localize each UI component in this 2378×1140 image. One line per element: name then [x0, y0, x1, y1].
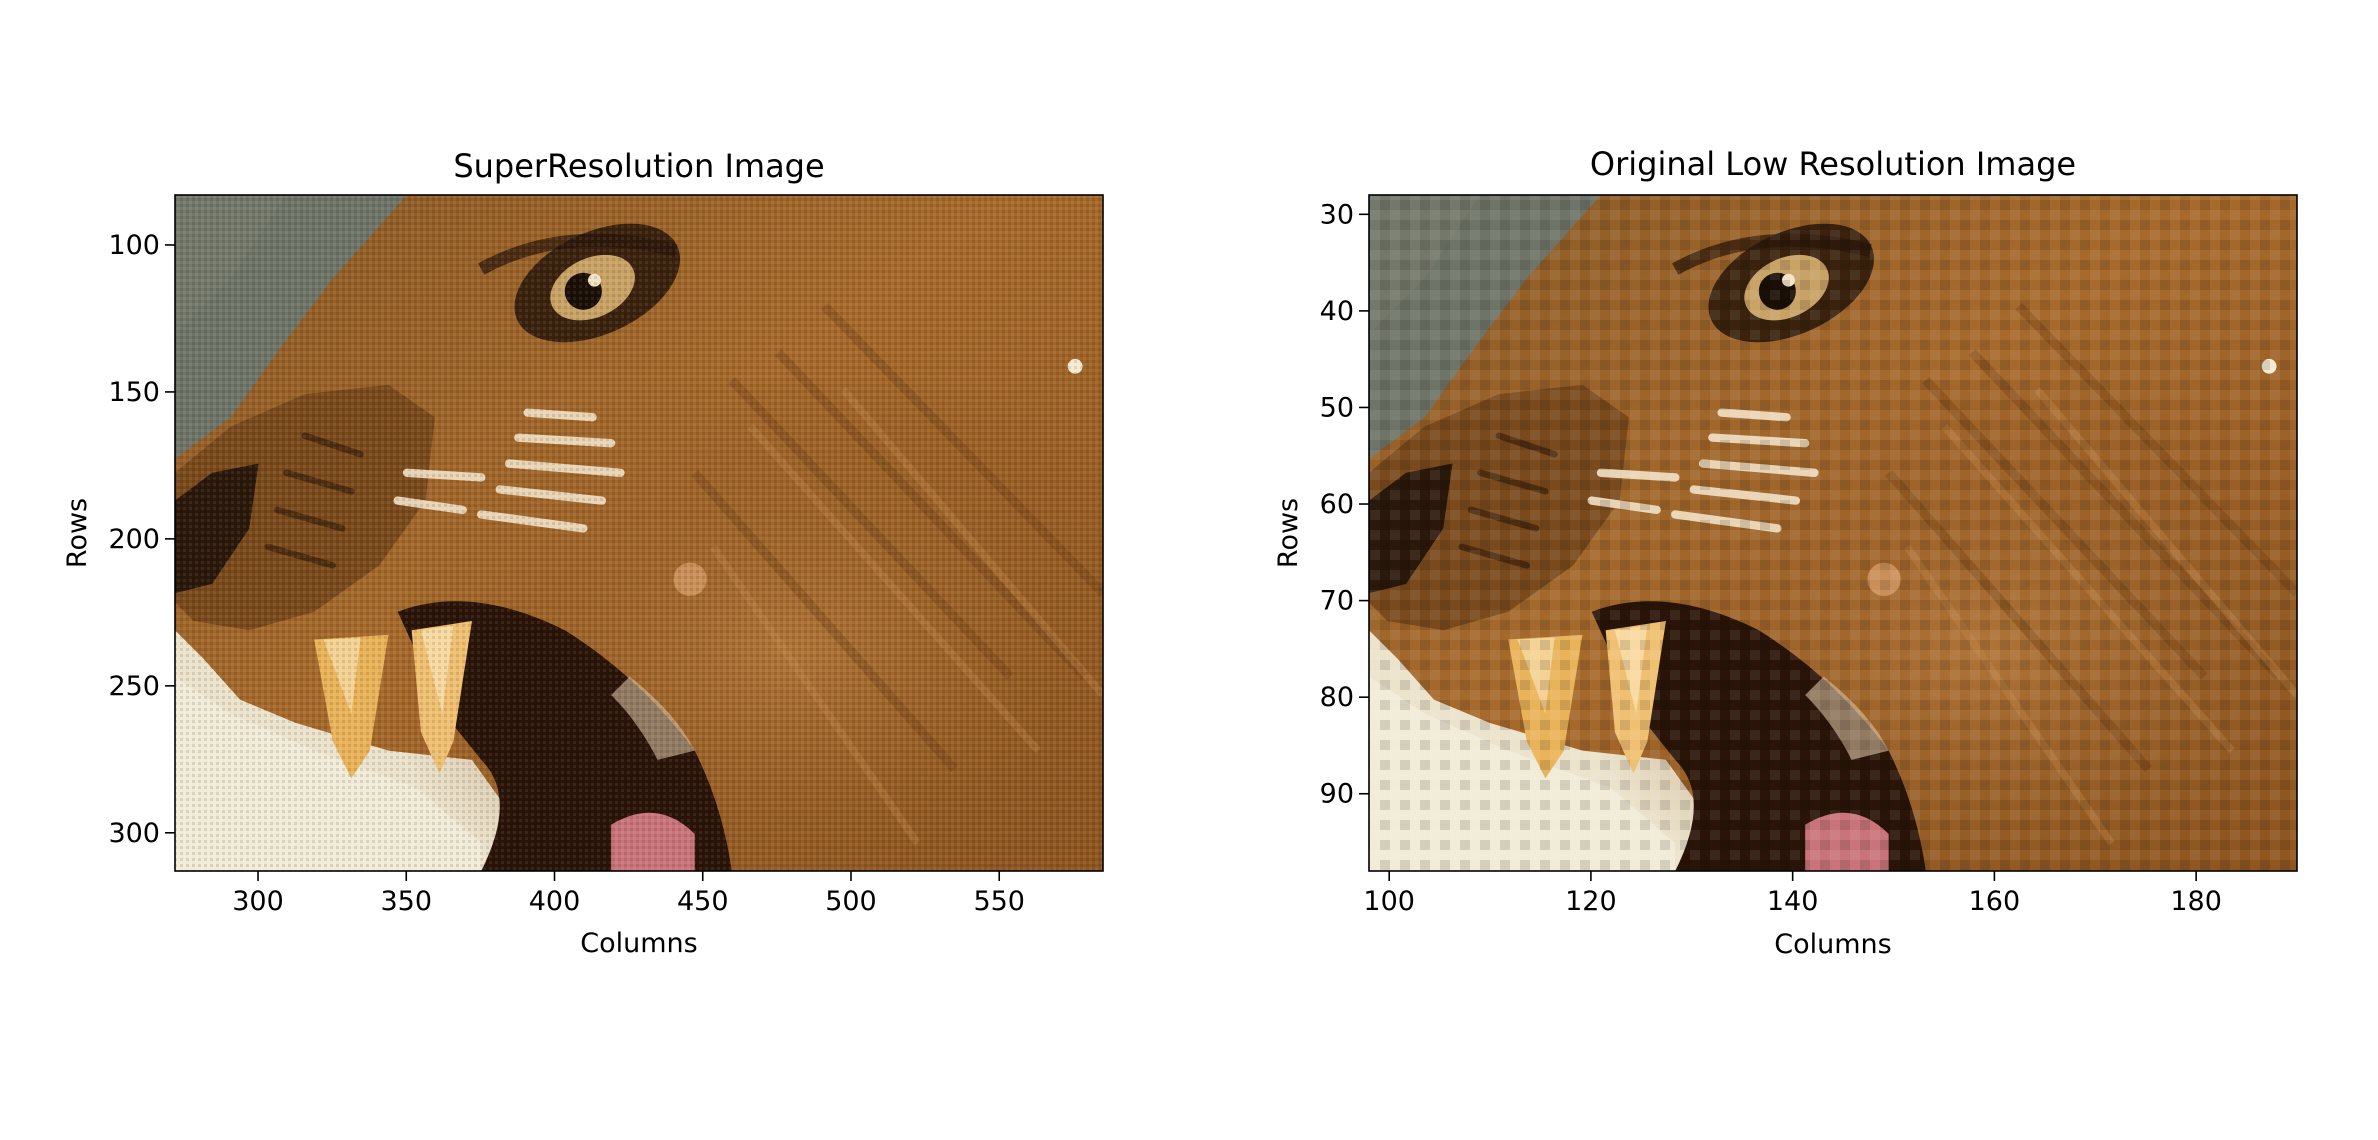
superresolution-x-tick-label: 500: [825, 886, 877, 917]
low-resolution-x-tick-label: 180: [2170, 886, 2222, 917]
low-resolution-x-tick-label: 140: [1767, 886, 1819, 917]
superresolution-y-tick-label: 250: [108, 671, 160, 702]
low-resolution-y-tick-label: 50: [1320, 392, 1354, 423]
superresolution-y-tick-label: 300: [108, 818, 160, 849]
low-resolution-y-label: Rows: [1273, 498, 1304, 568]
superresolution-y-tick-label: 200: [108, 524, 160, 555]
low-resolution-image: [1369, 195, 2297, 871]
low-resolution-x-tick-label: 120: [1565, 886, 1617, 917]
low-resolution-x-label: Columns: [1774, 929, 1891, 960]
low-resolution-y-tick-label: 30: [1320, 199, 1354, 230]
superresolution-x-tick-label: 550: [973, 886, 1025, 917]
low-resolution-y-ticks: 30 40 50 60 70 80 90: [1320, 199, 1369, 810]
superresolution-x-tick-label: 350: [380, 886, 432, 917]
superresolution-x-tick-label: 300: [232, 886, 284, 917]
low-resolution-y-tick-label: 80: [1320, 682, 1354, 713]
superresolution-y-label: Rows: [62, 498, 93, 568]
low-resolution-y-tick-label: 40: [1320, 296, 1354, 327]
superresolution-y-tick-label: 100: [108, 230, 160, 261]
low-resolution-panel: Original Low Resolution Image 100 120 140 1…: [1273, 145, 2298, 960]
superresolution-x-tick-label: 400: [529, 886, 581, 917]
low-resolution-x-tick-label: 100: [1363, 886, 1415, 917]
superresolution-axes-frame: [174, 194, 1104, 872]
superresolution-title: SuperResolution Image: [453, 147, 824, 185]
superresolution-panel: SuperResolution Image 300 350 400 450 500 550…: [62, 147, 1104, 959]
superresolution-x-ticks: 300 350 400 450 500 550: [232, 871, 1025, 917]
low-resolution-x-ticks: 100 120 140 160 180: [1363, 871, 2222, 917]
superresolution-y-ticks: 100 150 200 250 300: [108, 230, 175, 849]
superresolution-y-tick-label: 150: [108, 377, 160, 408]
superresolution-x-label: Columns: [580, 928, 697, 959]
low-resolution-axes-frame: [1368, 194, 2298, 872]
low-resolution-y-tick-label: 90: [1320, 779, 1354, 810]
superresolution-image: [175, 195, 1103, 871]
low-resolution-title: Original Low Resolution Image: [1590, 145, 2076, 183]
low-resolution-x-tick-label: 160: [1969, 886, 2021, 917]
low-resolution-y-tick-label: 60: [1320, 489, 1354, 520]
superresolution-x-tick-label: 450: [677, 886, 729, 917]
low-resolution-y-tick-label: 70: [1320, 586, 1354, 617]
